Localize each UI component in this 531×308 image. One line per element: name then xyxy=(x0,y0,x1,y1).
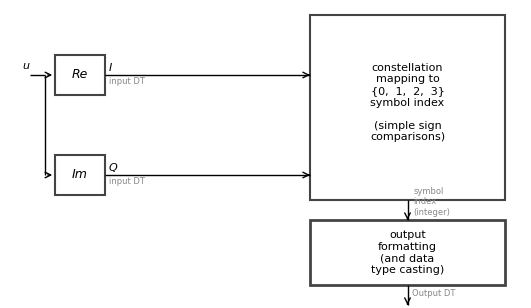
Text: u: u xyxy=(22,61,29,71)
Text: Re: Re xyxy=(72,68,88,82)
Bar xyxy=(55,55,105,95)
Bar xyxy=(55,155,105,195)
Text: symbol
index
(integer): symbol index (integer) xyxy=(414,187,450,217)
Text: constellation
mapping to
{0,  1,  2,  3}
symbol index

(simple sign
comparisons): constellation mapping to {0, 1, 2, 3} sy… xyxy=(370,63,445,142)
Text: Q: Q xyxy=(109,163,118,173)
Text: input DT: input DT xyxy=(109,177,145,186)
Text: input DT: input DT xyxy=(109,77,145,86)
Text: I: I xyxy=(109,63,112,73)
Text: Output DT: Output DT xyxy=(412,289,455,298)
Bar xyxy=(310,220,505,285)
Text: output
formatting
(and data
type casting): output formatting (and data type casting… xyxy=(371,230,444,275)
Text: Im: Im xyxy=(72,168,88,181)
Bar xyxy=(310,15,505,200)
